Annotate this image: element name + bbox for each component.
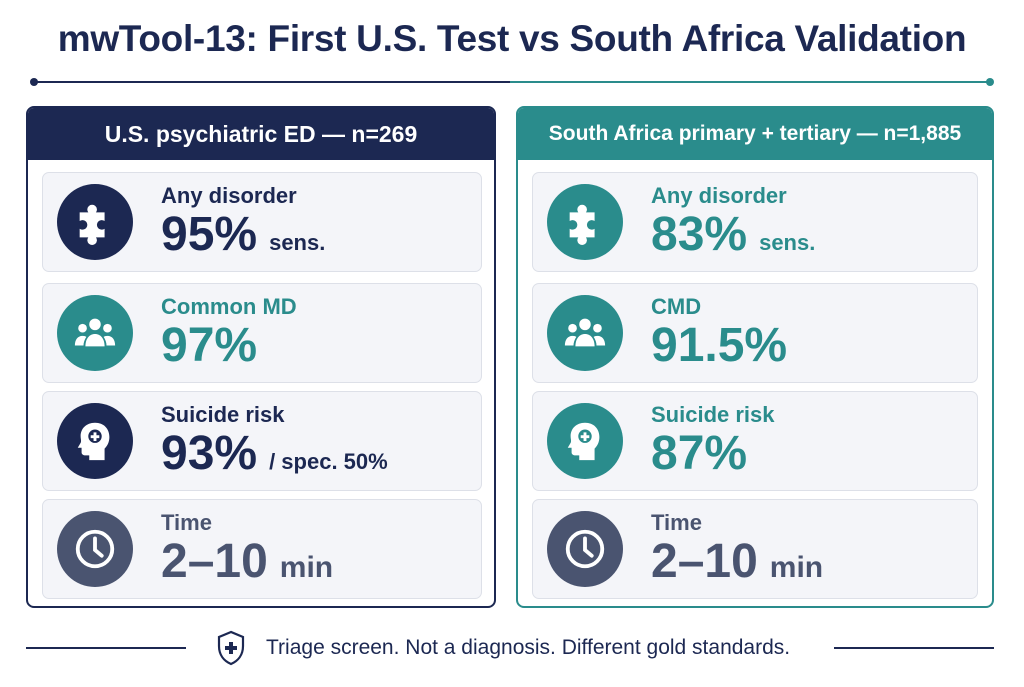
sa-card-suicide-risk: Suicide risk 87%	[532, 391, 978, 491]
card-suffix: sens.	[269, 230, 326, 255]
us-card-time: Time 2–10 min	[42, 499, 482, 599]
card-value: 83%	[651, 208, 748, 261]
card-suffix: / spec. 50%	[269, 449, 388, 474]
card-suffix: sens.	[759, 230, 816, 255]
card-label: Any disorder	[651, 183, 787, 208]
card-label: Common MD	[161, 294, 297, 319]
card-label: Suicide risk	[651, 402, 775, 427]
sa-card-cmd: CMD 91.5%	[532, 283, 978, 383]
people-icon	[57, 295, 133, 371]
card-value: 2–10	[651, 535, 758, 588]
title-divider	[30, 78, 994, 86]
sa-panel: South Africa primary + tertiary — n=1,88…	[516, 106, 994, 608]
card-label: CMD	[651, 294, 702, 319]
card-unit: min	[279, 551, 334, 584]
us-panel-header: U.S. psychiatric ED — n=269	[28, 108, 494, 160]
head-plus-icon	[57, 403, 133, 479]
head-plus-icon	[547, 403, 623, 479]
us-card-any-disorder: Any disorder 95% sens.	[42, 172, 482, 272]
sa-card-time: Time 2–10 min	[532, 499, 978, 599]
sa-panel-header: South Africa primary + tertiary — n=1,88…	[518, 108, 992, 160]
card-unit: min	[769, 551, 824, 584]
card-label: Suicide risk	[161, 402, 285, 427]
puzzle-icon	[547, 184, 623, 260]
shield-plus-icon	[217, 630, 245, 666]
card-label: Time	[651, 510, 702, 535]
card-value: 95%	[161, 208, 258, 261]
us-card-suicide-risk: Suicide risk 93% / spec. 50%	[42, 391, 482, 491]
puzzle-icon	[57, 184, 133, 260]
people-icon	[547, 295, 623, 371]
card-value: 93%	[161, 427, 258, 480]
us-card-common-md: Common MD 97%	[42, 283, 482, 383]
sa-card-any-disorder: Any disorder 83% sens.	[532, 172, 978, 272]
card-value: 91.5%	[651, 319, 788, 372]
card-label: Time	[161, 510, 212, 535]
clock-icon	[547, 511, 623, 587]
footer-note: Triage screen. Not a diagnosis. Differen…	[266, 636, 791, 659]
footer: Triage screen. Not a diagnosis. Differen…	[26, 628, 994, 668]
us-panel: U.S. psychiatric ED — n=269 Any disorder…	[26, 106, 496, 608]
card-value: 97%	[161, 319, 258, 372]
card-value: 2–10	[161, 535, 268, 588]
card-label: Any disorder	[161, 183, 297, 208]
page-title: mwTool-13: First U.S. Test vs South Afri…	[57, 18, 967, 59]
card-value: 87%	[651, 427, 748, 480]
clock-icon	[57, 511, 133, 587]
